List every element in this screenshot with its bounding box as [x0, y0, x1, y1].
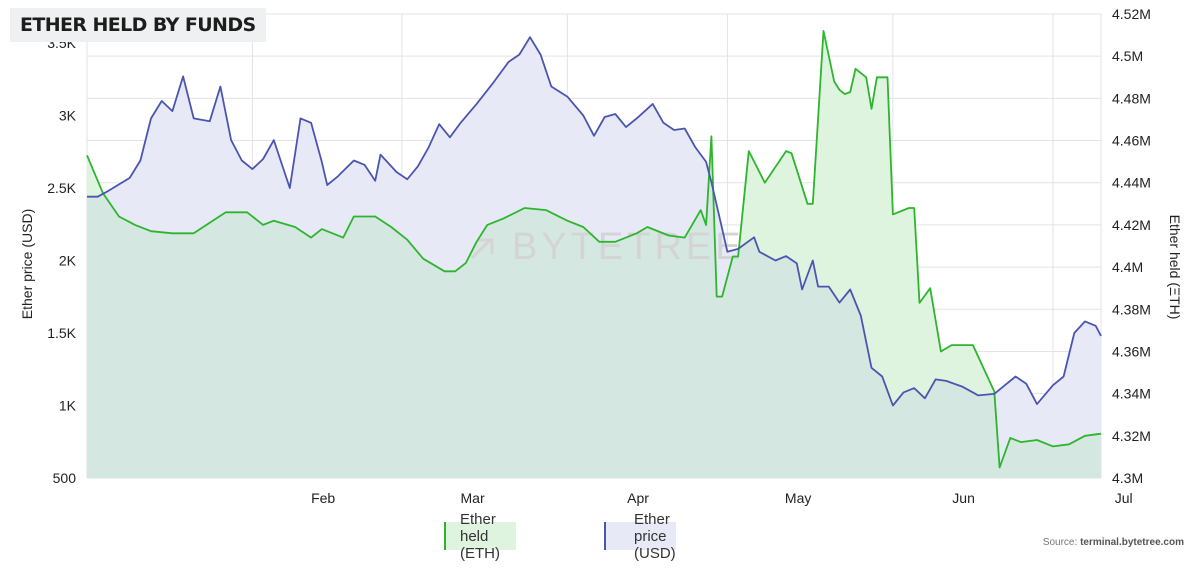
- y-right-tick-label: 4.46M: [1112, 133, 1151, 149]
- x-tick-label: Feb: [311, 490, 335, 506]
- overlap-area: [87, 37, 1101, 478]
- legend-label-ether-held: Ether held (ETH): [460, 510, 500, 562]
- y-right-tick-label: 4.5M: [1112, 48, 1143, 64]
- x-tick-label: Jun: [952, 490, 975, 506]
- series-lines: [86, 30, 1102, 469]
- y-right-tick-label: 4.52M: [1112, 6, 1151, 22]
- source-site: terminal.bytetree.com: [1080, 537, 1184, 548]
- source-credit: Source: terminal.bytetree.com: [1043, 537, 1184, 548]
- chart-title: ETHER HELD BY FUNDS: [10, 8, 266, 42]
- x-tick-label: Apr: [627, 490, 649, 506]
- y-right-tick-label: 4.48M: [1112, 90, 1151, 106]
- source-prefix: Source:: [1042, 537, 1081, 548]
- y-right-tick-label: 4.32M: [1112, 428, 1151, 444]
- x-tick-label: May: [785, 490, 811, 506]
- y-right-tick-label: 4.38M: [1112, 301, 1151, 317]
- ether-price-line: [87, 36, 1102, 407]
- y-right-tick-label: 4.3M: [1112, 470, 1143, 486]
- y-right-tick-label: 4.44M: [1112, 175, 1151, 191]
- legend-label-ether-price: Ether price (USD): [634, 510, 676, 562]
- legend: Ether held (ETH) Ether price (USD): [0, 511, 1200, 562]
- legend-swatch-ether-price: [604, 522, 676, 550]
- x-tick-label: Mar: [461, 490, 485, 506]
- y-left-tick-label: 2K: [59, 253, 77, 269]
- y-left-tick-label: 2.5K: [47, 180, 76, 196]
- y-right-tick-label: 4.4M: [1112, 259, 1143, 275]
- left-axis-title: Ether price (USD): [19, 209, 35, 319]
- right-axis-title: Ether held (ΞTH): [1167, 215, 1183, 320]
- y-right-tick-label: 4.34M: [1112, 386, 1151, 402]
- y-left-tick-label: 1K: [59, 398, 77, 414]
- x-tick-label: Jul: [1115, 490, 1133, 506]
- y-right-tick-label: 4.42M: [1112, 217, 1151, 233]
- watermark-logo-icon: [470, 238, 494, 260]
- series-areas: [87, 30, 1101, 479]
- y-right-tick-label: 4.36M: [1112, 343, 1151, 359]
- axes: Feb Mar Apr May Jun Jul5001K1.5K2K2.5K3K3.5K4…: [47, 6, 1151, 506]
- legend-item-ether-held[interactable]: Ether held (ETH): [444, 511, 524, 562]
- ether-held-line: [86, 30, 1102, 469]
- watermark: BYTETREE: [512, 226, 745, 268]
- y-left-tick-label: 500: [53, 470, 77, 486]
- legend-item-ether-price[interactable]: Ether price (USD): [604, 511, 684, 562]
- legend-swatch-ether-held: [444, 522, 516, 550]
- y-left-tick-label: 3K: [59, 108, 77, 124]
- y-left-tick-label: 1.5K: [47, 325, 76, 341]
